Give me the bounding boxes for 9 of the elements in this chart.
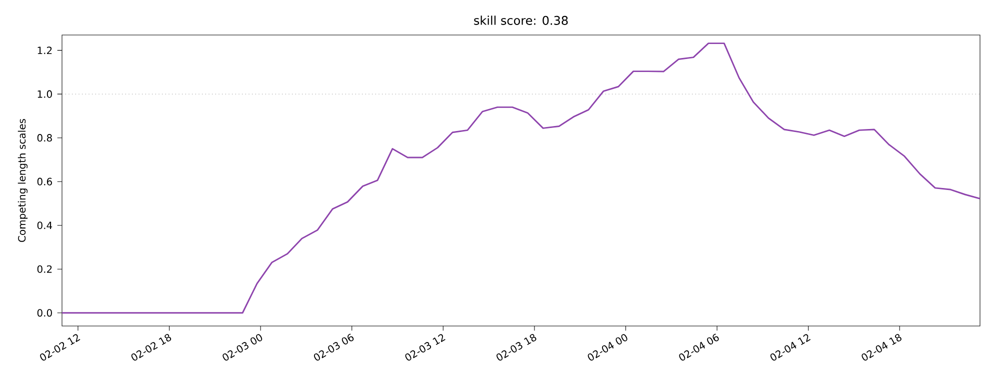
y-tick-label: 1.0 bbox=[38, 90, 52, 98]
y-tick-label: 0.6 bbox=[37, 178, 52, 186]
y-tick-label: 0.0 bbox=[37, 309, 52, 317]
y-tick-label: 1.2 bbox=[38, 46, 52, 54]
y-tick-label: 0.2 bbox=[37, 265, 52, 273]
y-tick-label: 0.4 bbox=[37, 222, 52, 230]
chart-title: skill score: 0.38 bbox=[474, 16, 568, 25]
y-axis-title: Competing length scales bbox=[18, 119, 28, 242]
y-tick-label: 0.8 bbox=[37, 134, 52, 142]
